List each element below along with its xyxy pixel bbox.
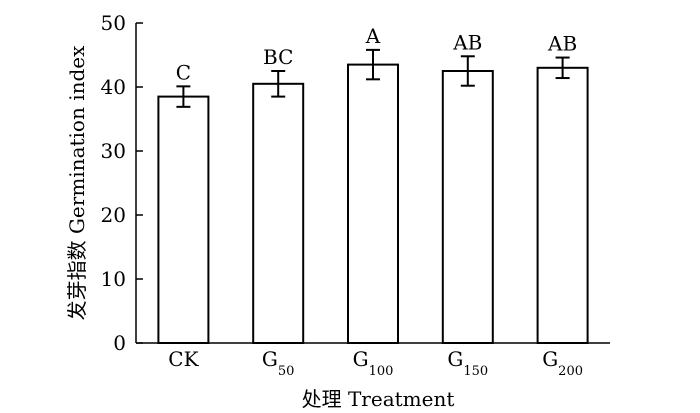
labels: 处理 Treatment 发芽指数 Germination index <box>65 45 454 411</box>
bar <box>441 70 494 344</box>
y-tick-label: 0 <box>113 331 126 355</box>
bar <box>252 82 305 345</box>
bar <box>536 66 589 345</box>
significance-letter: A <box>365 24 381 48</box>
x-tick-label: G50 <box>262 347 295 379</box>
x-tick-label: G100 <box>353 347 394 379</box>
bar <box>157 95 210 344</box>
bar <box>347 63 399 344</box>
y-tick-label: 30 <box>101 139 126 163</box>
x-tick-label: G200 <box>542 347 583 379</box>
significance-letter: C <box>176 60 191 84</box>
bars: C BC A AB AB <box>157 24 589 345</box>
significance-letter: AB <box>547 32 577 56</box>
y-tick-label: 20 <box>101 203 126 227</box>
axes: 0 10 20 30 40 50 CK G50 G100 G150 G200 <box>101 11 610 379</box>
significance-letter: BC <box>263 45 293 69</box>
y-axis-title: 发芽指数 Germination index <box>65 45 89 321</box>
y-tick-label: 50 <box>101 11 126 35</box>
y-tick-label: 10 <box>101 267 126 291</box>
x-tick-label: G150 <box>447 347 488 379</box>
x-axis-title: 处理 Treatment <box>302 387 455 411</box>
significance-letter: AB <box>452 30 482 54</box>
y-tick-label: 40 <box>101 75 126 99</box>
x-tick-label: CK <box>168 347 199 371</box>
